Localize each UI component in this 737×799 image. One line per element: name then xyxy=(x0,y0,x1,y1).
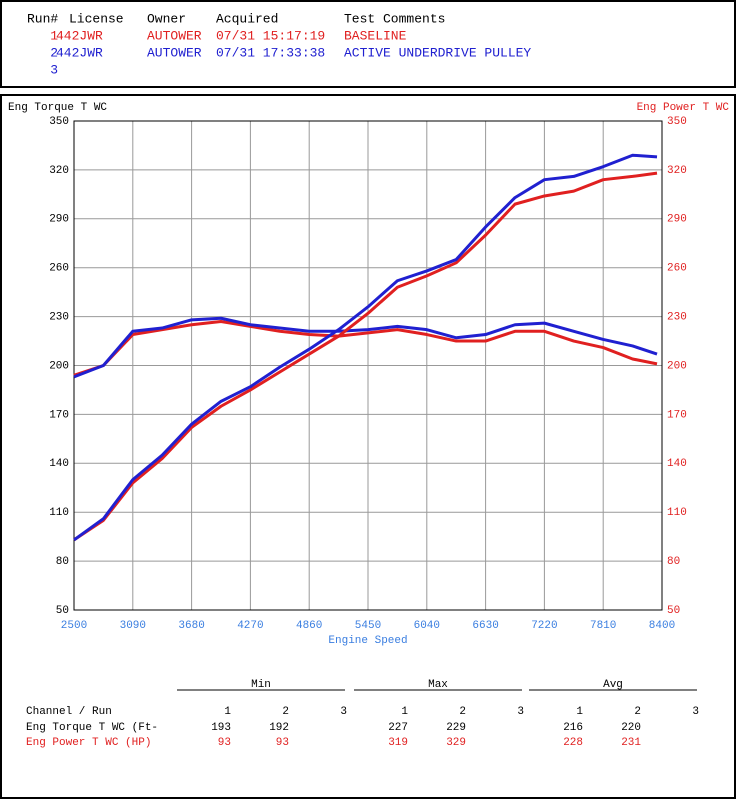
group-label: Max xyxy=(428,679,448,691)
summary-cell: 93 xyxy=(218,737,231,749)
header-cell: AUTOWER xyxy=(147,28,202,43)
y2-tick-label: 230 xyxy=(667,312,687,324)
y2-tick-label: 170 xyxy=(667,409,687,421)
x-tick-label: 7220 xyxy=(531,620,557,632)
y-tick-label: 350 xyxy=(49,116,69,128)
y-tick-label: 290 xyxy=(49,214,69,226)
run-header: 2 xyxy=(634,706,641,718)
x-tick-label: 6630 xyxy=(472,620,498,632)
x-tick-label: 5450 xyxy=(355,620,381,632)
y-tick-label: 170 xyxy=(49,409,69,421)
x-tick-label: 2500 xyxy=(61,620,87,632)
summary-cell: 93 xyxy=(276,737,289,749)
y-tick-label: 80 xyxy=(56,556,69,568)
summary-cell: 216 xyxy=(563,722,583,734)
row-header: Channel / Run xyxy=(26,706,112,718)
header-cell: 442JWR xyxy=(56,45,103,60)
summary-cell: 231 xyxy=(621,737,641,749)
run-header: 1 xyxy=(224,706,231,718)
header-cell: AUTOWER xyxy=(147,45,202,60)
summary-cell: 227 xyxy=(388,722,408,734)
series-line xyxy=(73,319,658,377)
plot-frame xyxy=(73,120,663,611)
header-column: Owner xyxy=(147,11,186,26)
header-cell: 2 xyxy=(50,45,58,60)
y-tick-label: 140 xyxy=(49,458,69,470)
summary-cell: 319 xyxy=(388,737,408,749)
x-axis-label: Engine Speed xyxy=(328,635,407,647)
header-cell: 442JWR xyxy=(56,28,103,43)
group-label: Avg xyxy=(603,679,623,691)
x-tick-label: 7810 xyxy=(590,620,616,632)
header-column: Run# xyxy=(27,11,58,26)
y2-tick-label: 50 xyxy=(667,605,680,617)
header-cell: ACTIVE UNDERDRIVE PULLEY xyxy=(344,45,531,60)
x-tick-label: 4860 xyxy=(296,620,322,632)
header-cell: 07/31 15:17:19 xyxy=(216,28,325,43)
chart-box xyxy=(0,94,736,799)
run-header: 2 xyxy=(459,706,466,718)
y2-tick-label: 80 xyxy=(667,556,680,568)
x-tick-label: 8400 xyxy=(649,620,675,632)
y-tick-label: 230 xyxy=(49,312,69,324)
run-header: 1 xyxy=(401,706,408,718)
run-header: 3 xyxy=(517,706,524,718)
header-box xyxy=(0,0,736,88)
y-tick-label: 320 xyxy=(49,165,69,177)
y2-tick-label: 350 xyxy=(667,116,687,128)
header-column: License xyxy=(69,11,124,26)
series-line xyxy=(73,171,658,542)
header-cell: 07/31 17:33:38 xyxy=(216,45,325,60)
x-tick-label: 4270 xyxy=(237,620,263,632)
x-tick-label: 3090 xyxy=(120,620,146,632)
header-cell: 1 xyxy=(50,28,58,43)
summary-cell: 220 xyxy=(621,722,641,734)
run-header: 3 xyxy=(692,706,699,718)
y2-tick-label: 290 xyxy=(667,214,687,226)
y2-axis-label: Eng Power T WC xyxy=(637,102,730,114)
group-label: Min xyxy=(251,679,271,691)
x-tick-label: 3680 xyxy=(178,620,204,632)
row-label: Eng Power T WC (HP) xyxy=(26,737,151,749)
y-axis-label: Eng Torque T WC xyxy=(8,102,107,114)
x-tick-label: 6040 xyxy=(414,620,440,632)
y2-tick-label: 110 xyxy=(667,507,687,519)
header-cell: BASELINE xyxy=(344,28,407,43)
header-column: Test Comments xyxy=(344,11,445,26)
summary-cell: 329 xyxy=(446,737,466,749)
series-line xyxy=(73,316,658,379)
summary-cell: 193 xyxy=(211,722,231,734)
header-cell: 3 xyxy=(50,62,58,77)
y2-tick-label: 320 xyxy=(667,165,687,177)
y2-tick-label: 140 xyxy=(667,458,687,470)
y-tick-label: 200 xyxy=(49,360,69,372)
y-tick-label: 50 xyxy=(56,605,69,617)
summary-cell: 228 xyxy=(563,737,583,749)
y-tick-label: 260 xyxy=(49,263,69,275)
run-header: 2 xyxy=(282,706,289,718)
summary-cell: 192 xyxy=(269,722,289,734)
y2-tick-label: 260 xyxy=(667,263,687,275)
row-label: Eng Torque T WC (Ft- xyxy=(26,722,158,734)
run-header: 3 xyxy=(340,706,347,718)
y2-tick-label: 200 xyxy=(667,360,687,372)
y-tick-label: 110 xyxy=(49,507,69,519)
summary-cell: 229 xyxy=(446,722,466,734)
series-line xyxy=(73,153,658,542)
header-column: Acquired xyxy=(216,11,278,26)
run-header: 1 xyxy=(576,706,583,718)
